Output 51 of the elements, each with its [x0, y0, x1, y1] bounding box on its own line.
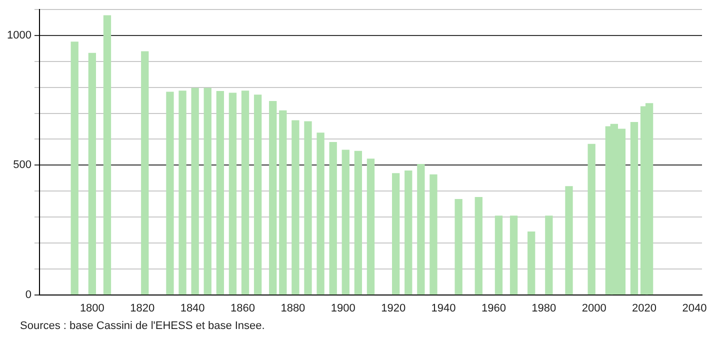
x-tick-label: 1840 [180, 302, 205, 314]
bar [166, 92, 174, 295]
bar [354, 150, 362, 295]
bar [404, 170, 412, 295]
bar [342, 150, 350, 295]
x-tick-label: 1860 [230, 302, 255, 314]
x-tick-label: 1900 [330, 302, 356, 314]
bar [304, 121, 312, 295]
x-tick-label: 1960 [481, 302, 506, 314]
x-tick-label: 1820 [130, 302, 155, 314]
x-tick-label: 1880 [280, 302, 306, 314]
bar [228, 92, 237, 295]
bar [88, 52, 96, 295]
bar [430, 174, 438, 295]
x-tick-label: 2040 [682, 302, 707, 314]
x-tick-label: 1920 [381, 302, 406, 314]
bar [329, 142, 337, 295]
bar [254, 94, 262, 295]
x-tick-label: 2000 [582, 302, 606, 314]
bar [630, 122, 638, 295]
bar [279, 110, 287, 295]
y-tick-label: 1000 [6, 30, 32, 42]
bar [392, 173, 400, 295]
bar [292, 120, 300, 295]
bar [70, 42, 78, 295]
bar [510, 216, 518, 295]
bar [528, 231, 536, 295]
x-tick-label: 1980 [532, 302, 556, 314]
y-tick-label: 500 [13, 159, 32, 172]
x-tick-label: 2020 [632, 302, 657, 314]
bar [588, 144, 596, 295]
bar [191, 88, 199, 295]
x-tick-label: 1800 [80, 302, 104, 314]
bar [216, 90, 224, 295]
bar [241, 90, 250, 295]
bar [178, 90, 186, 295]
x-tick-label: 1940 [431, 302, 456, 314]
bar [141, 51, 149, 295]
bar [103, 15, 112, 295]
bar [417, 164, 425, 295]
bar [545, 216, 553, 295]
bar [454, 199, 462, 295]
bar [316, 132, 324, 295]
bar [204, 88, 212, 295]
bar [565, 186, 573, 295]
bar [366, 158, 375, 295]
y-tick-label: 0 [25, 288, 32, 301]
bar [494, 216, 503, 295]
bar [474, 196, 482, 295]
bar [269, 101, 277, 295]
source-note: Sources : base Cassini de l'EHESS et base Insee. [20, 320, 265, 332]
